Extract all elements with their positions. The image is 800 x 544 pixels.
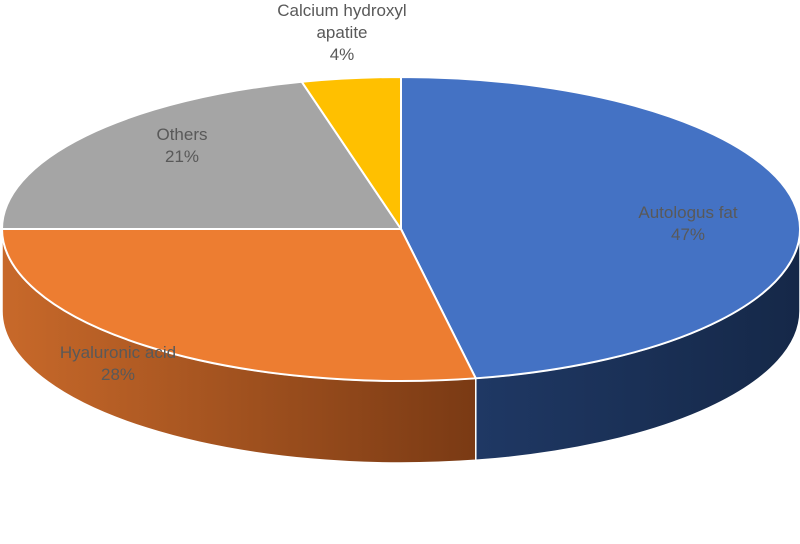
pie-slice-hyaluronic-acid — [1, 228, 477, 382]
data-label-name-others: Others — [156, 125, 207, 144]
data-label-name-hyaluronic-acid: Hyaluronic acid — [60, 343, 176, 362]
pie-slice-calcium-hydroxyl-apatite — [300, 76, 402, 230]
data-label-value-autologus-fat: 47% — [671, 225, 705, 244]
data-label-autologus-fat: Autologus fat 47% — [638, 203, 738, 244]
data-label-name-calcium-hydroxyl-apatite-line-2: apatite — [316, 23, 367, 42]
data-label-value-calcium-hydroxyl-apatite: 4% — [330, 45, 355, 64]
data-label-name-autologus-fat: Autologus fat — [638, 203, 738, 222]
pie-slice-autologus-fat — [400, 76, 800, 380]
data-label-value-others: 21% — [165, 147, 199, 166]
data-label-others: Others 21% — [156, 125, 207, 166]
data-label-calcium-hydroxyl-apatite: Calcium hydroxyl apatite 4% — [277, 1, 406, 64]
pie-slice-others — [1, 80, 402, 230]
data-label-value-hyaluronic-acid: 28% — [101, 365, 135, 384]
data-label-hyaluronic-acid: Hyaluronic acid 28% — [60, 343, 176, 384]
data-label-name-calcium-hydroxyl-apatite-line-1: Calcium hydroxyl — [277, 1, 406, 20]
